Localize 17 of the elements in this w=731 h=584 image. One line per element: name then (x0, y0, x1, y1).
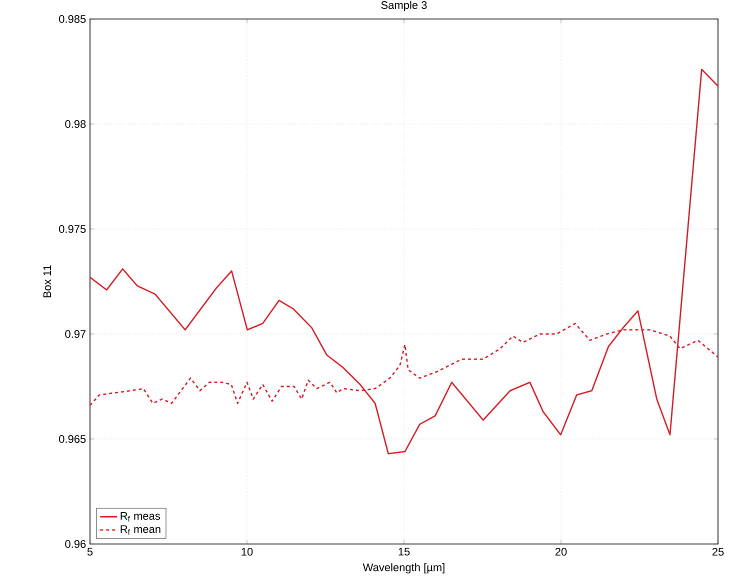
y-axis-title: Box 11 (43, 265, 52, 298)
legend-label: R$_{f}$ mean (120, 525, 160, 535)
legend-label: R$_{f}$ meas (120, 512, 160, 522)
y-tick-label: 0.975 (59, 225, 86, 233)
y-tick-label: 0.96 (65, 540, 86, 548)
x-axis-title: Wavelength [µm] (362, 563, 444, 574)
y-tick-label: 0.985 (59, 15, 86, 23)
x-tick-label: 25 (712, 548, 724, 556)
x-tick-label: 15 (398, 548, 410, 556)
x-tick-label: 10 (242, 548, 253, 556)
y-tick-label: 0.98 (65, 120, 86, 128)
x-tick-label: 20 (555, 548, 567, 556)
line-series (90, 68, 718, 454)
x-tick-label: 5 (87, 548, 93, 556)
y-tick-label: 0.965 (59, 435, 86, 443)
y-tick-label: 0.97 (65, 330, 86, 338)
chart-title: Sample 3 (381, 0, 427, 12)
